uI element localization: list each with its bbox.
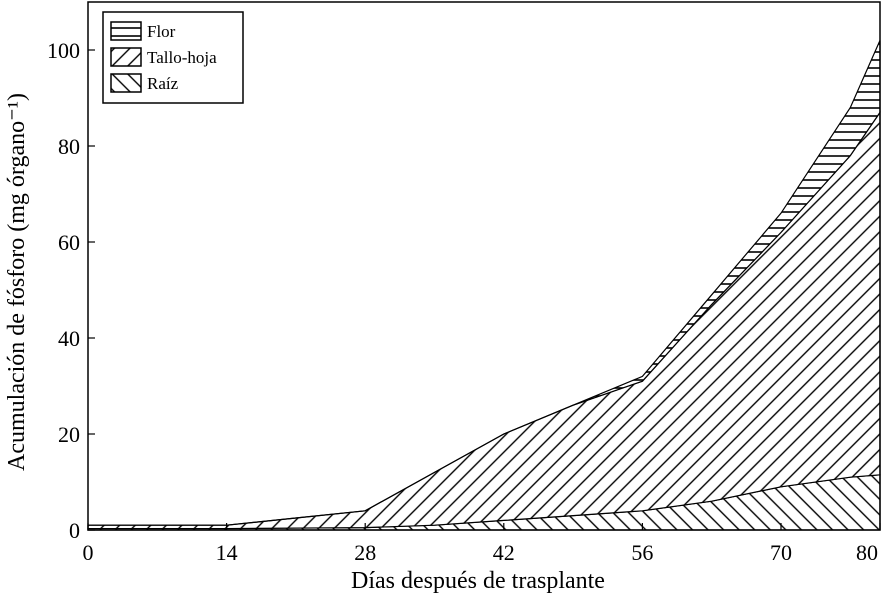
y-tick-label: 40 [58,326,80,351]
x-tick-label: 42 [493,540,515,565]
legend-text: Raíz [147,74,179,93]
x-tick-label: 14 [216,540,238,565]
x-tick-label: 56 [631,540,653,565]
area [87,110,881,530]
x-tick-label: 28 [354,540,376,565]
y-axis-label: Acumulación de fósforo (mg órgano⁻¹) [4,93,30,471]
y-tick-label: 80 [58,134,80,159]
x-tick-label: 0 [83,540,94,565]
legend-text: Tallo-hoja [147,48,217,67]
legend-swatch [110,21,142,41]
x-axis-label: Días después de trasplante [351,568,605,594]
y-tick-label: 100 [47,38,80,63]
legend-swatch [110,47,142,67]
legend-text: Flor [147,22,176,41]
y-tick-label: 60 [58,230,80,255]
y-tick-label: 0 [69,518,80,543]
plot-frame [87,1,881,531]
y-tick-label: 20 [58,422,80,447]
x-tick-label: 70 [770,540,792,565]
x-tick-label: 80 [856,540,878,565]
legend-swatch [110,73,142,93]
